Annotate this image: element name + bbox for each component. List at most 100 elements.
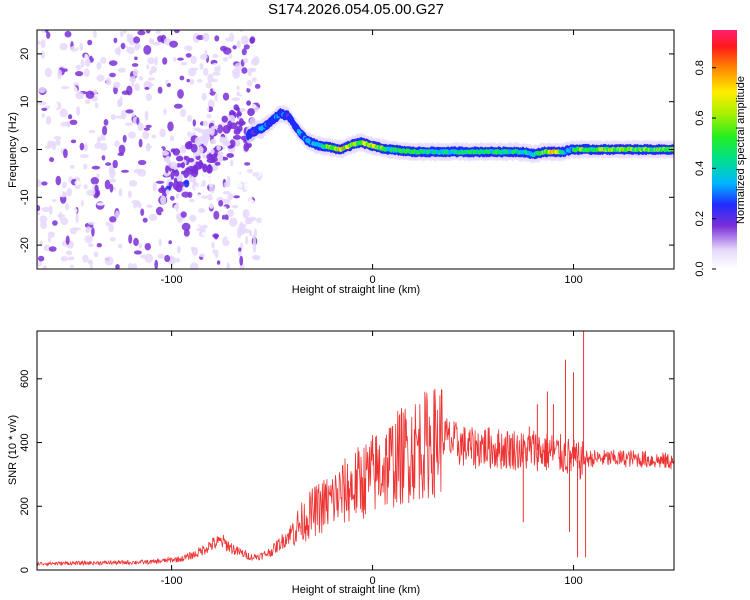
noise-blob [145, 83, 155, 87]
transition-blob [173, 165, 178, 171]
noise-blob [118, 188, 123, 197]
noise-blob [223, 251, 231, 256]
noise-blob [134, 56, 138, 61]
noise-blob [142, 237, 150, 244]
noise-blob [221, 214, 229, 221]
transition-blob [175, 155, 184, 162]
noise-blob [48, 182, 54, 188]
y-tick-label: -20 [19, 237, 31, 253]
noise-blob [229, 159, 234, 167]
noise-blob [38, 87, 46, 94]
noise-blob [204, 104, 210, 114]
noise-blob [196, 35, 205, 40]
noise-blob [239, 255, 244, 266]
noise-blob [148, 213, 158, 221]
noise-blob [216, 191, 223, 196]
noise-blob [137, 168, 147, 177]
spectrogram-x-ticks: -100 0 100 [161, 30, 583, 286]
noise-blob [64, 30, 72, 38]
noise-blob [146, 204, 153, 208]
noise-blob [37, 211, 40, 216]
snr-series-line [37, 388, 674, 567]
noise-blob [155, 30, 161, 35]
noise-blob [251, 142, 258, 147]
noise-blob [49, 157, 55, 163]
noise-blob [117, 67, 126, 73]
noise-blob [167, 121, 174, 132]
y-tick-label: -10 [19, 189, 31, 205]
noise-blob [216, 260, 221, 265]
noise-blob [203, 67, 209, 77]
snr-y-axis-label: SNR (10 * v/v) [7, 415, 19, 485]
noise-blob [147, 57, 155, 65]
transition-blob [172, 180, 181, 191]
noise-blob [252, 56, 260, 64]
noise-blob [150, 66, 157, 73]
noise-blob [202, 179, 206, 188]
noise-blob [39, 215, 48, 223]
snr-frame [36, 330, 675, 571]
noise-blob [105, 162, 112, 166]
noise-blob [83, 68, 90, 78]
noise-blob [47, 236, 51, 243]
noise-blob [80, 200, 84, 207]
noise-blob [216, 112, 220, 122]
noise-blob [52, 199, 57, 202]
transition-blob [233, 139, 241, 147]
transition-blob [173, 169, 180, 177]
noise-blob [194, 186, 199, 192]
transition-blob [222, 141, 231, 147]
noise-blob [165, 79, 169, 85]
noise-blob [212, 86, 220, 93]
noise-blob [205, 176, 213, 184]
noise-blob [243, 58, 249, 64]
noise-blob [67, 256, 75, 261]
noise-blob [118, 144, 126, 155]
colorbar-tick-label: 0.4 [694, 161, 706, 176]
noise-blob [189, 78, 195, 85]
noise-blob [48, 205, 53, 215]
y-tick-label: 0 [19, 146, 31, 152]
noise-blob [86, 189, 96, 196]
noise-blob [40, 220, 47, 230]
noise-blob [244, 180, 249, 191]
noise-blob [169, 195, 175, 201]
snr-panel: -100 0 100 0 200 400 600 Height of straight l… [7, 330, 675, 596]
noise-blob [177, 57, 184, 61]
noise-blob [38, 192, 45, 198]
noise-blob [50, 86, 55, 96]
colorbar-gradient [712, 30, 737, 269]
noise-blob [144, 242, 151, 251]
noise-blob [143, 127, 150, 131]
noise-blob [212, 233, 220, 238]
noise-blob [181, 191, 190, 198]
noise-blob [121, 169, 129, 173]
noise-blob [198, 208, 205, 214]
y-tick-label: 600 [19, 370, 31, 388]
noise-blob [40, 50, 46, 59]
noise-blob [241, 67, 248, 74]
transition-blob [245, 142, 252, 149]
noise-blob [168, 240, 172, 245]
noise-blob [226, 236, 234, 242]
noise-blob [175, 192, 179, 199]
noise-blob [148, 38, 154, 44]
noise-blob [200, 53, 208, 61]
noise-blob [94, 102, 99, 109]
noise-blob [90, 177, 100, 185]
noise-blob [144, 253, 153, 263]
noise-blob [82, 254, 89, 263]
noise-blob [57, 214, 66, 218]
noise-blob [59, 108, 68, 118]
noise-blob [152, 181, 157, 192]
noise-blob [246, 217, 253, 225]
noise-blob [209, 185, 216, 194]
noise-blob [68, 114, 73, 120]
noise-blob [252, 172, 260, 177]
x-tick-label: 100 [564, 274, 582, 286]
y-tick-label: 20 [19, 48, 31, 60]
noise-blob [115, 210, 120, 219]
noise-blob [241, 35, 249, 46]
noise-blob [91, 80, 98, 90]
noise-blob [220, 169, 226, 176]
